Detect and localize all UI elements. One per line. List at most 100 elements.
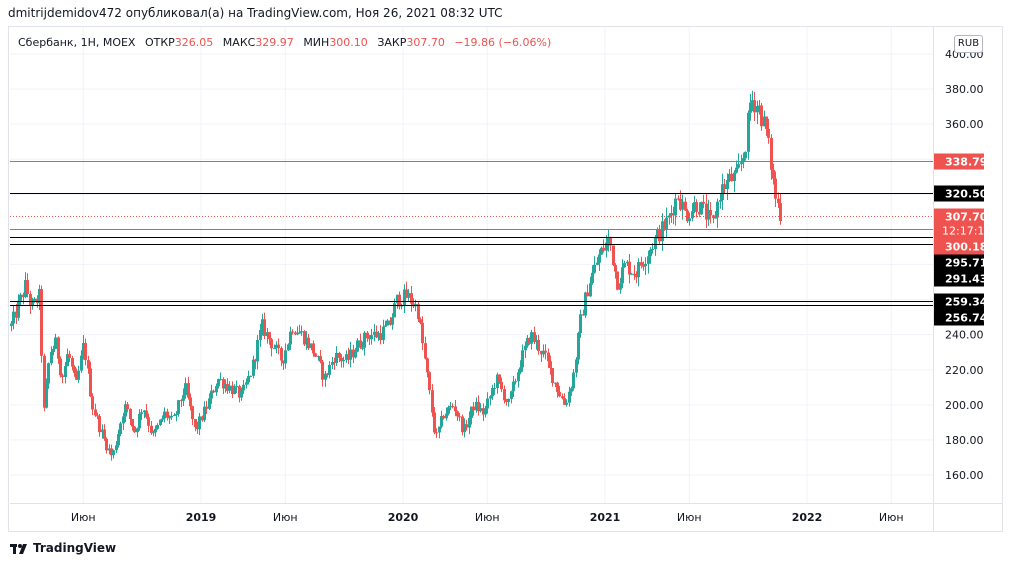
candle-body bbox=[730, 173, 733, 182]
candle-body bbox=[38, 289, 41, 304]
candle-body bbox=[210, 390, 213, 399]
candle-body bbox=[196, 427, 199, 430]
y-tick-label: 220.00 bbox=[945, 364, 984, 377]
candle-body bbox=[284, 350, 287, 364]
chart-pane[interactable] bbox=[8, 26, 1003, 532]
candle-body bbox=[728, 173, 731, 181]
candle-body bbox=[533, 332, 536, 342]
candle-body bbox=[289, 331, 292, 345]
high-value: 329.97 bbox=[255, 36, 294, 49]
candle-body bbox=[596, 262, 599, 265]
horizontal-levels[interactable] bbox=[10, 161, 933, 306]
price-badge-label: 295.71 bbox=[945, 257, 987, 270]
tradingview-logo-icon bbox=[10, 543, 27, 554]
candle-body bbox=[363, 332, 366, 348]
symbol-name[interactable]: Сбербанк, 1H, MOEX bbox=[18, 36, 136, 49]
y-tick-label: 200.00 bbox=[945, 399, 984, 412]
candle-body bbox=[651, 249, 654, 251]
candle-body bbox=[52, 348, 55, 353]
candle-body bbox=[191, 406, 194, 420]
candle-body bbox=[117, 434, 120, 446]
candle-body bbox=[565, 402, 568, 405]
candle-body bbox=[231, 385, 234, 395]
tradingview-logo[interactable]: TradingView bbox=[10, 541, 116, 555]
candle-body bbox=[168, 417, 171, 419]
candle-body bbox=[222, 379, 225, 389]
currency-button[interactable]: RUB bbox=[954, 35, 983, 53]
candle-body bbox=[310, 343, 313, 349]
candle-body bbox=[352, 349, 355, 358]
candle-body bbox=[147, 417, 150, 426]
candle-body bbox=[398, 294, 401, 307]
candle-body bbox=[491, 388, 494, 397]
price-badge bbox=[934, 238, 984, 255]
candle-body bbox=[177, 400, 180, 414]
x-tick-label: 2022 bbox=[792, 511, 823, 524]
candle-body bbox=[751, 100, 754, 103]
author-name[interactable]: dmitrijdemidov472 bbox=[8, 6, 122, 20]
candle-body bbox=[296, 333, 299, 335]
candle-body bbox=[407, 293, 410, 298]
candle-body bbox=[456, 411, 459, 417]
candle-body bbox=[94, 409, 97, 416]
candle-body bbox=[347, 354, 350, 360]
candle-body bbox=[249, 375, 252, 377]
candle-body bbox=[735, 167, 738, 173]
candle-body bbox=[719, 200, 722, 202]
publish-header: dmitrijdemidov472 опубликовал(а) на Trad… bbox=[8, 6, 503, 20]
candle-body bbox=[742, 158, 745, 163]
candle-body bbox=[312, 343, 315, 354]
candle-body bbox=[679, 198, 682, 210]
candle-body bbox=[112, 450, 115, 456]
candle-body bbox=[208, 398, 211, 409]
candle-body bbox=[282, 360, 285, 364]
candle-body bbox=[245, 382, 248, 385]
candle-body bbox=[391, 317, 394, 325]
candle-body bbox=[623, 263, 626, 268]
candle-body bbox=[619, 283, 622, 290]
candle-body bbox=[359, 340, 362, 348]
candle-body bbox=[626, 261, 629, 264]
candle-body bbox=[477, 401, 480, 412]
price-badge-label: 307.70 bbox=[945, 211, 988, 224]
candle-body bbox=[628, 261, 631, 275]
candle-body bbox=[558, 391, 561, 397]
candle-body bbox=[131, 419, 134, 427]
candle-body bbox=[630, 273, 633, 275]
candle-body bbox=[445, 413, 448, 419]
candle-body bbox=[635, 275, 638, 278]
candle-body bbox=[496, 374, 499, 388]
candle-body bbox=[61, 375, 64, 377]
price-badge bbox=[934, 293, 984, 310]
candle-body bbox=[340, 357, 343, 362]
candle-body bbox=[753, 100, 756, 113]
candle-body bbox=[642, 265, 645, 267]
candle-body bbox=[614, 265, 617, 272]
candle-body bbox=[205, 406, 208, 409]
candle-body bbox=[489, 396, 492, 399]
candle-body bbox=[672, 213, 675, 216]
candle-body bbox=[187, 383, 190, 398]
candle-body bbox=[431, 390, 434, 413]
candle-body bbox=[716, 201, 719, 218]
candle-body bbox=[663, 221, 666, 230]
candle-body bbox=[133, 426, 136, 433]
candle-body bbox=[774, 178, 777, 199]
high-label: МАКС bbox=[222, 36, 256, 49]
price-badge-label: 300.18 bbox=[945, 241, 987, 254]
candle-body bbox=[47, 363, 50, 384]
candle-body bbox=[26, 279, 29, 295]
candle-body bbox=[80, 355, 83, 371]
candle-body bbox=[349, 349, 352, 360]
candle-body bbox=[740, 162, 743, 165]
candle-body bbox=[461, 416, 464, 433]
x-tick-label: Июн bbox=[71, 511, 96, 524]
candle-body bbox=[454, 406, 457, 412]
candle-body bbox=[758, 105, 761, 107]
candle-body bbox=[503, 389, 506, 401]
candle-body bbox=[226, 384, 229, 391]
candle-body bbox=[103, 429, 106, 439]
candle-body bbox=[640, 262, 643, 266]
candle-body bbox=[115, 445, 118, 451]
